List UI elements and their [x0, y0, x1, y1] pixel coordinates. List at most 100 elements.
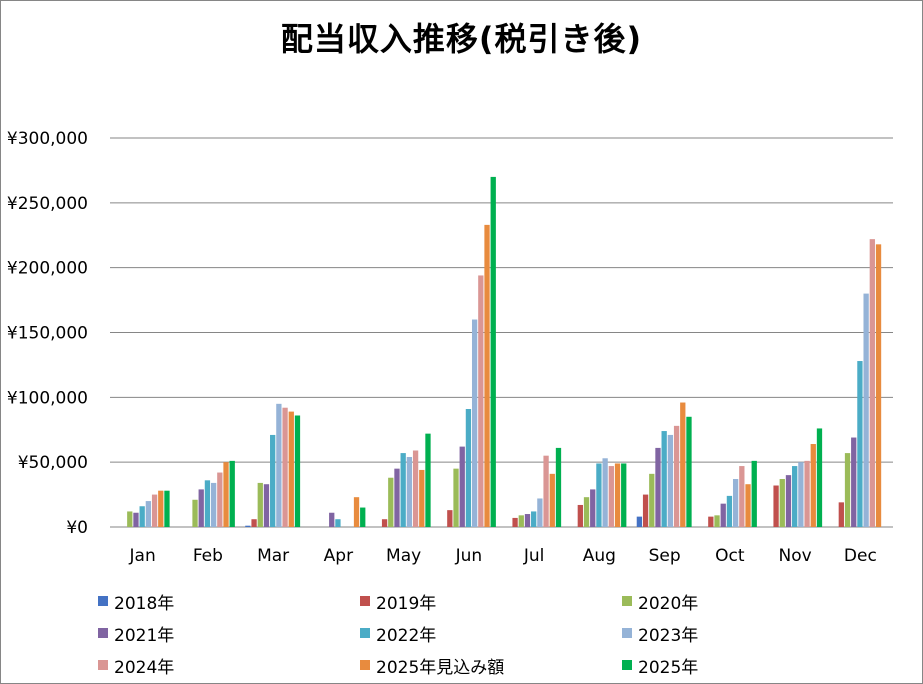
bar: [583, 497, 590, 527]
legend-item: 2018年: [98, 591, 175, 614]
chart-title: 配当収入推移(税引き後): [280, 20, 643, 58]
legend-label: 2025年: [638, 657, 699, 678]
legend-swatch: [98, 660, 108, 670]
bar: [636, 516, 643, 527]
bar: [276, 403, 282, 527]
bar: [518, 515, 524, 527]
bar: [453, 468, 459, 527]
x-tick-label: Sep: [649, 546, 681, 566]
bar: [388, 477, 394, 527]
y-tick-label: ¥250,000: [7, 194, 88, 214]
bar: [785, 475, 792, 527]
bar: [537, 498, 543, 527]
y-tick-label: ¥200,000: [7, 259, 88, 279]
bar: [844, 453, 851, 527]
legend-swatch: [360, 628, 370, 638]
bar: [686, 416, 692, 527]
bar: [531, 511, 537, 527]
bar: [400, 453, 406, 527]
bar: [381, 519, 388, 527]
legend-swatch: [360, 660, 370, 670]
bar: [459, 446, 465, 527]
bar: [779, 479, 785, 527]
bar: [133, 512, 139, 527]
bar: [465, 409, 472, 527]
bar: [863, 293, 869, 527]
bar: [745, 484, 751, 527]
bar: [270, 434, 276, 527]
bar: [229, 460, 235, 527]
bar: [158, 490, 164, 527]
bar: [139, 506, 145, 527]
x-tick-label: Feb: [193, 546, 223, 566]
bar: [425, 433, 431, 527]
y-tick-label: ¥150,000: [7, 324, 88, 344]
y-tick-label: ¥300,000: [7, 129, 88, 149]
legend-label: 2018年: [114, 593, 175, 614]
legend-label: 2019年: [376, 593, 437, 614]
bar: [151, 494, 158, 527]
legend-item: 2024年: [98, 655, 174, 678]
bar: [851, 437, 857, 527]
bar: [353, 497, 360, 527]
legend-item: 2023年: [622, 623, 698, 646]
bar: [857, 361, 863, 527]
bar: [335, 519, 341, 527]
bar: [590, 489, 596, 527]
bar: [251, 519, 257, 527]
bar: [217, 472, 223, 527]
bar: [838, 502, 844, 527]
legend-swatch: [622, 596, 632, 606]
bar: [543, 455, 549, 527]
grid-lines: [110, 137, 893, 528]
legend-item: 2025年: [622, 655, 699, 678]
bar: [875, 244, 882, 527]
bar: [798, 462, 804, 527]
bar: [490, 176, 496, 527]
bar: [708, 516, 714, 527]
bar: [478, 275, 484, 527]
x-axis-ticks: Jan Feb Mar Apr May Jun Jul Aug Sep Oct Nov Dec: [129, 546, 877, 566]
bar: [512, 517, 518, 527]
bar: [673, 425, 680, 527]
legend-item: 2021年: [98, 623, 175, 646]
bar: [524, 514, 531, 527]
bar: [602, 458, 608, 527]
bars: [127, 176, 882, 527]
x-tick-label: Jan: [129, 546, 156, 566]
bar: [145, 501, 152, 527]
legend-item: 2019年: [360, 591, 437, 614]
bar: [549, 473, 555, 527]
bar: [655, 447, 661, 527]
legend-label: 2021年: [114, 625, 175, 646]
bar: [621, 463, 627, 527]
legend-item: 2022年: [360, 623, 436, 646]
bar: [257, 482, 263, 527]
bar: [714, 515, 720, 527]
bar: [204, 480, 211, 527]
bar: [223, 462, 229, 527]
legend-swatch: [622, 628, 632, 638]
bar: [661, 431, 667, 527]
bar: [739, 466, 745, 527]
bar: [667, 434, 674, 527]
legend-label: 2020年: [638, 593, 699, 614]
x-tick-label: Nov: [779, 546, 812, 566]
bar: [555, 447, 562, 527]
bar: [447, 510, 453, 527]
bar: [804, 460, 810, 527]
bar: [419, 469, 425, 527]
bar: [720, 503, 726, 527]
bar: [642, 494, 649, 527]
bar: [810, 444, 816, 527]
bar: [773, 485, 779, 527]
legend-item: 2025年見込み額: [360, 655, 504, 678]
x-tick-label: Apr: [324, 546, 353, 566]
bar: [198, 489, 204, 527]
bar: [726, 495, 733, 527]
y-axis-ticks: ¥0 ¥50,000 ¥100,000 ¥150,000 ¥200,000 ¥250,00…: [7, 129, 88, 538]
bar: [329, 512, 335, 527]
x-tick-label: Jul: [523, 546, 545, 566]
